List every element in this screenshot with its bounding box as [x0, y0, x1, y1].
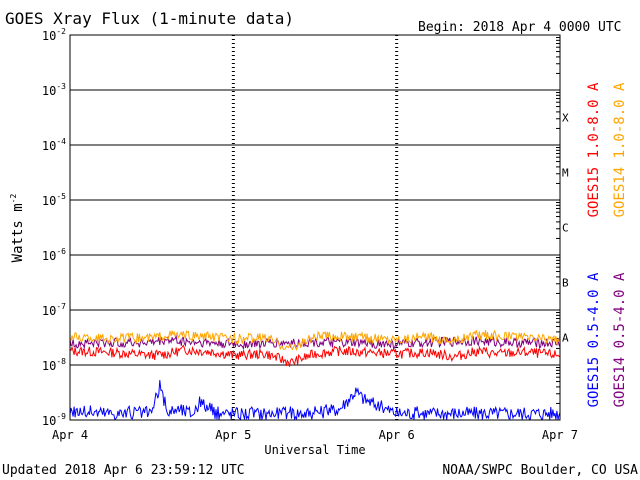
y-tick-base: 10	[42, 414, 56, 428]
y-tick-labels: 10-210-310-410-510-610-710-810-9	[42, 27, 66, 428]
credit-label: NOAA/SWPC Boulder, CO USA	[442, 463, 638, 478]
y-tick-exp: -4	[56, 137, 66, 146]
x-tick-label: Apr 6	[379, 428, 415, 442]
legend-entry: GOES15 0.5-4.0 A	[586, 272, 602, 407]
y-tick-exp: -7	[56, 302, 66, 311]
y-tick-exp: -3	[56, 82, 66, 91]
legend-entry: GOES14 0.5-4.0 A	[612, 272, 628, 407]
y-axis-label-text: Watts m	[10, 203, 26, 262]
y-tick-exp: -6	[56, 247, 66, 256]
y-tick-label: 10-4	[42, 137, 66, 153]
series-lines	[69, 329, 561, 421]
y-tick-base: 10	[42, 359, 56, 373]
x-tick-label: Apr 4	[52, 428, 88, 442]
legend-entry: GOES14 1.0-8.0 A	[612, 82, 628, 217]
y-tick-label: 10-2	[42, 27, 66, 43]
y-tick-base: 10	[42, 304, 56, 318]
y-tick-base: 10	[42, 84, 56, 98]
y-tick-label: 10-7	[42, 302, 66, 318]
y-tick-exp: -9	[56, 412, 66, 421]
legend-entry: GOES15 1.0-8.0 A	[586, 82, 602, 217]
series-line-0	[69, 344, 561, 367]
updated-label: Updated 2018 Apr 6 23:59:12 UTC	[2, 463, 245, 478]
y-axis-label-sup: -2	[9, 193, 18, 203]
flare-class-A: A	[562, 332, 569, 345]
begin-label: Begin: 2018 Apr 4 0000 UTC	[418, 20, 622, 35]
flare-class-B: B	[562, 277, 569, 290]
y-axis-label: Watts m-2	[9, 193, 26, 262]
grid	[70, 35, 560, 420]
y-tick-exp: -2	[56, 27, 66, 36]
flare-class-M: M	[562, 167, 569, 180]
plot-frame	[69, 34, 561, 421]
series-line-1	[69, 329, 561, 351]
y-tick-base: 10	[42, 194, 56, 208]
y-tick-base: 10	[42, 29, 56, 43]
y-tick-label: 10-5	[42, 192, 66, 208]
x-tick-label: Apr 5	[215, 428, 251, 442]
y-tick-label: 10-9	[42, 412, 66, 428]
series-line-3	[69, 334, 561, 351]
flare-class-labels: X M C B A	[562, 112, 569, 345]
y-tick-base: 10	[42, 249, 56, 263]
y-tick-label: 10-6	[42, 247, 66, 263]
y-tick-exp: -8	[56, 357, 66, 366]
x-tick-label: Apr 7	[542, 428, 578, 442]
series-line-2	[69, 380, 561, 421]
chart-title: GOES Xray Flux (1-minute data)	[5, 9, 294, 28]
flare-class-C: C	[562, 222, 569, 235]
y-tick-base: 10	[42, 139, 56, 153]
y-tick-label: 10-3	[42, 82, 66, 98]
x-tick-labels: Apr 4 Apr 5 Apr 6 Apr 7	[52, 428, 578, 442]
flare-class-X: X	[562, 112, 569, 125]
y-tick-exp: -5	[56, 192, 66, 201]
y-tick-label: 10-8	[42, 357, 66, 373]
legend: GOES15 1.0-8.0 A GOES14 1.0-8.0 A GOES15 0…	[586, 82, 628, 407]
x-axis-label: Universal Time	[264, 443, 365, 457]
